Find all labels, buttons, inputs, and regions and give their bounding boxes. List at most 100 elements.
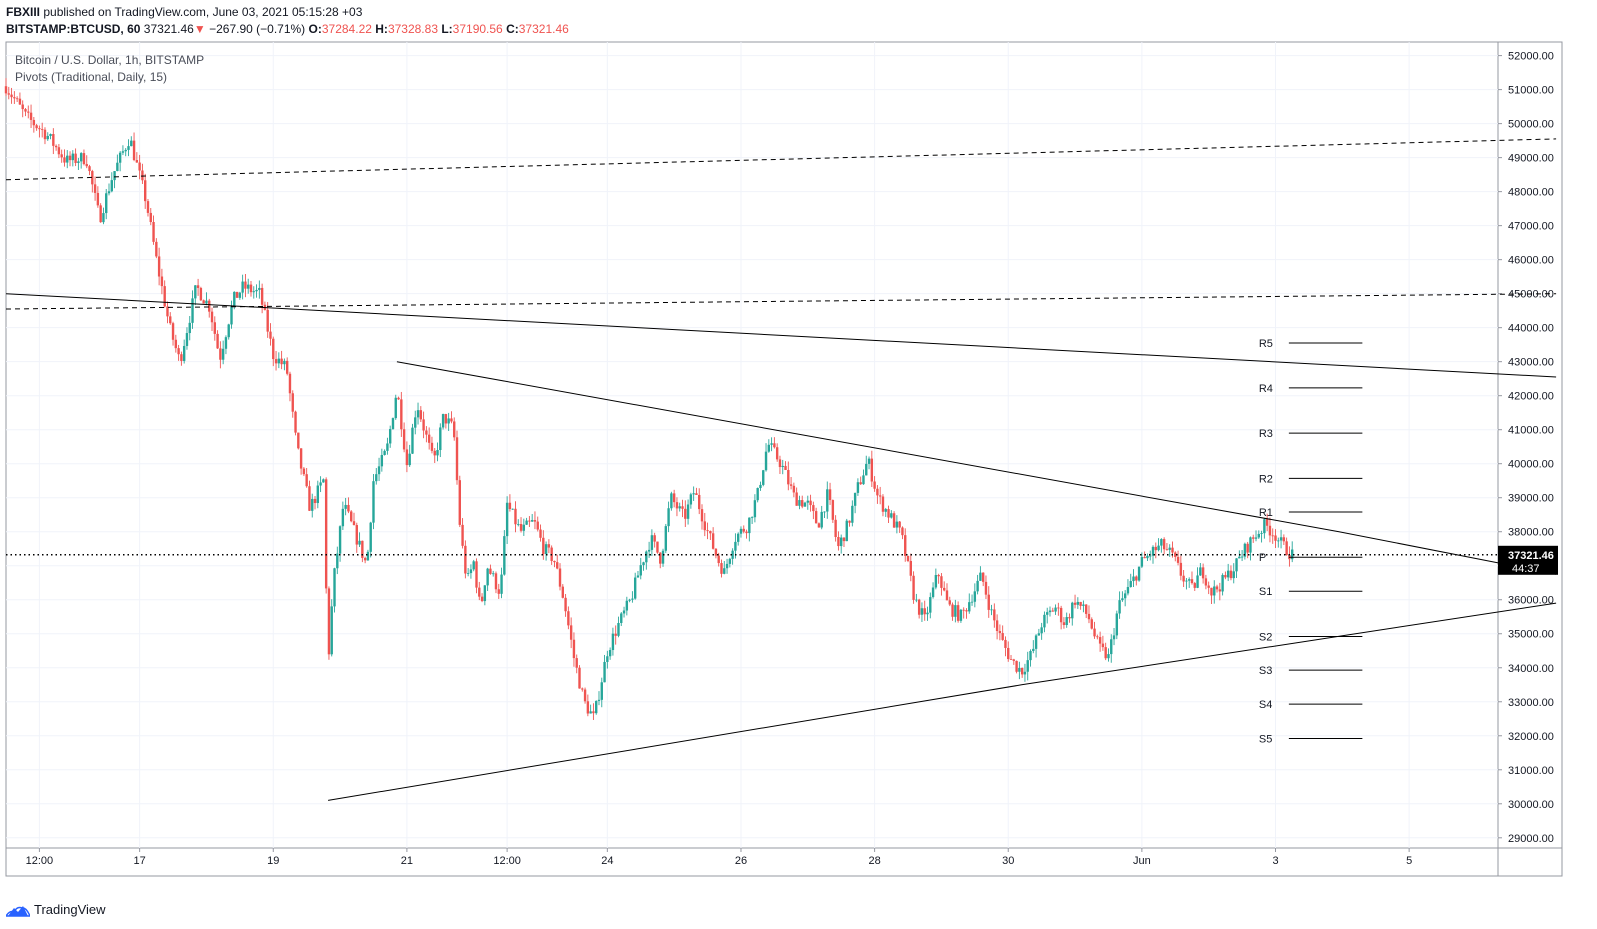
trendline-lower-ascending	[328, 602, 1557, 801]
candle-down	[586, 701, 590, 714]
candle-up	[670, 493, 673, 509]
candle-down	[177, 348, 180, 355]
tradingview-logo[interactable]: TradingView	[6, 902, 106, 917]
y-tick-label: 29000.00	[1508, 833, 1554, 845]
candle-up	[867, 458, 871, 464]
candle-up	[639, 565, 642, 576]
candle-up	[439, 427, 442, 451]
candle-up	[544, 544, 548, 555]
indicator-legend[interactable]: Pivots (Traditional, Daily, 15)	[15, 70, 168, 84]
candle-down	[962, 609, 965, 611]
symbol-label: BITSTAMP:BTCUSD, 60	[6, 22, 141, 36]
candle-up	[650, 535, 654, 550]
candle-up	[336, 553, 339, 569]
y-tick-label: 35000.00	[1508, 629, 1554, 641]
pivot-label-r4: R4	[1259, 383, 1273, 395]
candle-down	[291, 393, 294, 412]
candle-up	[66, 155, 69, 163]
candle-up	[728, 558, 732, 564]
candle-up	[931, 587, 935, 598]
candle-up	[372, 481, 375, 523]
candle-down	[567, 611, 570, 626]
candles	[4, 78, 1294, 720]
candle-down	[96, 192, 100, 206]
candle-down	[659, 552, 662, 564]
candle-down	[578, 667, 581, 689]
candle-down	[74, 153, 77, 163]
candle-up	[110, 180, 113, 192]
candle-down	[508, 502, 512, 510]
candle-down	[940, 576, 943, 588]
candle-down	[57, 147, 61, 155]
candle-down	[1059, 607, 1063, 623]
candle-up	[447, 418, 450, 424]
candle-up	[1291, 549, 1294, 560]
y-tick-label: 50000.00	[1508, 119, 1554, 131]
x-tick-label: 3	[1272, 855, 1278, 867]
candle-down	[1098, 637, 1102, 644]
candle-down	[347, 504, 350, 512]
y-tick-label: 30000.00	[1508, 799, 1554, 811]
candle-up	[597, 699, 601, 701]
candle-down	[561, 586, 564, 598]
candle-up	[333, 568, 336, 607]
candle-up	[1107, 654, 1110, 659]
publish-info: FBXIII published on TradingView.com, Jun…	[6, 5, 362, 19]
published-text: published on TradingView.com, June 03, 2…	[40, 5, 363, 19]
candle-down	[1101, 643, 1105, 648]
candle-up	[739, 528, 743, 534]
y-tick-label: 32000.00	[1508, 731, 1554, 743]
candle-up	[976, 580, 979, 592]
candle-down	[870, 458, 874, 482]
candle-down	[1265, 519, 1269, 526]
y-tick-label: 42000.00	[1508, 391, 1554, 403]
candle-up	[383, 450, 386, 455]
candle-down	[1012, 659, 1016, 661]
candle-down	[795, 492, 798, 506]
candle-down	[956, 605, 960, 621]
candle-up	[1232, 571, 1235, 579]
candle-down	[85, 164, 88, 167]
candle-down	[285, 360, 289, 374]
candle-down	[1193, 583, 1196, 588]
candle-up	[608, 650, 612, 657]
candle-down	[943, 587, 946, 591]
close-value: 37321.46	[518, 22, 569, 36]
candle-down	[422, 419, 425, 431]
candle-up	[283, 360, 286, 365]
x-tick-label: 28	[868, 855, 880, 867]
candle-up	[227, 324, 230, 338]
candle-down	[93, 184, 97, 193]
candle-down	[653, 535, 656, 542]
candle-down	[10, 94, 13, 98]
candle-up	[973, 591, 977, 602]
candle-up	[466, 573, 470, 574]
candle-down	[146, 201, 150, 213]
candle-up	[625, 600, 629, 611]
candle-down	[280, 358, 283, 365]
open-label: O:	[308, 22, 322, 36]
candle-down	[480, 596, 484, 602]
candle-down	[814, 511, 818, 524]
candle-down	[143, 180, 147, 202]
candle-up	[1221, 574, 1224, 592]
candle-down	[1171, 547, 1174, 553]
candle-up	[330, 606, 333, 655]
candle-down	[556, 562, 559, 569]
candle-down	[1001, 633, 1004, 640]
candle-up	[322, 479, 325, 483]
candle-down	[581, 688, 584, 690]
pivot-label-r3: R3	[1259, 428, 1273, 440]
candle-up	[369, 522, 372, 552]
instrument-legend[interactable]: Bitcoin / U.S. Dollar, 1h, BITSTAMP	[15, 53, 205, 67]
candle-down	[1246, 543, 1249, 553]
candle-up	[692, 493, 695, 495]
y-tick-label: 34000.00	[1508, 663, 1554, 675]
candle-up	[79, 153, 83, 162]
y-tick-label: 48000.00	[1508, 187, 1554, 199]
candle-up	[121, 151, 125, 153]
candle-down	[1176, 556, 1180, 563]
candle-down	[917, 599, 921, 615]
candle-down	[163, 286, 166, 307]
